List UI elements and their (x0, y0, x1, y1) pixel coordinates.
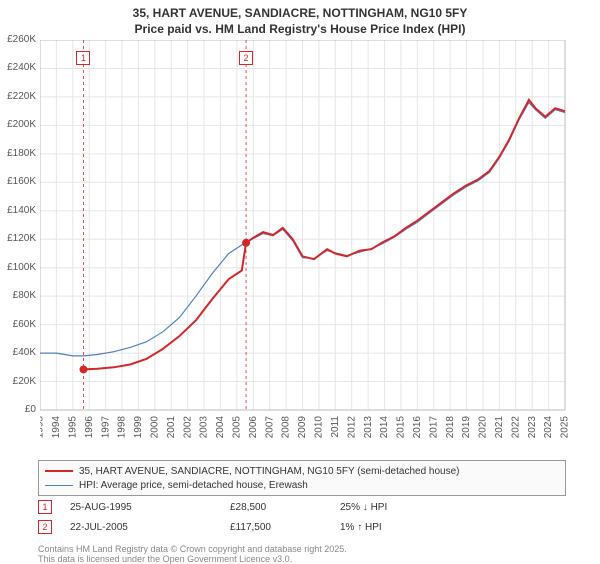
sale-diff-2: 1% ↑ HPI (340, 522, 382, 533)
chart-plot-svg: 1993 1994 1995 1996 1997 1998 1999 2000 2001 2002… (40, 40, 570, 440)
sale-marker-box-1: 1 (76, 51, 90, 65)
svg-text:2009: 2009 (297, 416, 308, 439)
sale-record-2: 2 22-JUL-2005 £117,500 1% ↑ HPI (38, 520, 566, 534)
sale-date-1: 25-AUG-1995 (70, 502, 230, 513)
footnote-line2: This data is licensed under the Open Gov… (38, 554, 292, 564)
y-tick-label: £220K (0, 91, 36, 102)
chart-legend: 35, HART AVENUE, SANDIACRE, NOTTINGHAM, … (38, 460, 566, 496)
svg-text:2001: 2001 (166, 416, 177, 439)
svg-text:2021: 2021 (494, 416, 505, 439)
svg-text:2012: 2012 (346, 416, 357, 439)
sale-marker-1: 1 (38, 500, 52, 514)
footnote-line1: Contains HM Land Registry data © Crown c… (38, 544, 347, 554)
y-tick-label: £100K (0, 262, 36, 273)
svg-text:2022: 2022 (510, 416, 521, 439)
svg-text:2019: 2019 (461, 416, 472, 439)
svg-text:2006: 2006 (248, 416, 259, 439)
svg-text:2018: 2018 (445, 416, 456, 439)
svg-text:2025: 2025 (560, 416, 570, 439)
svg-text:2008: 2008 (281, 416, 292, 439)
svg-text:2024: 2024 (543, 416, 554, 439)
sale-price-2: £117,500 (230, 522, 340, 533)
svg-text:2011: 2011 (330, 416, 341, 438)
legend-label-price-paid: 35, HART AVENUE, SANDIACRE, NOTTINGHAM, … (79, 466, 460, 477)
copyright-footnote: Contains HM Land Registry data © Crown c… (38, 544, 347, 564)
chart-title-address: 35, HART AVENUE, SANDIACRE, NOTTINGHAM, … (0, 6, 600, 20)
sale-marker-2: 2 (38, 520, 52, 534)
y-tick-label: £0 (0, 404, 36, 415)
svg-text:2003: 2003 (199, 416, 210, 439)
legend-row-price-paid: 35, HART AVENUE, SANDIACRE, NOTTINGHAM, … (45, 464, 559, 478)
svg-text:2005: 2005 (232, 416, 243, 439)
svg-text:1996: 1996 (84, 416, 95, 439)
y-tick-label: £80K (0, 290, 36, 301)
svg-text:2017: 2017 (428, 416, 439, 439)
svg-text:2007: 2007 (264, 416, 275, 439)
y-tick-label: £260K (0, 34, 36, 45)
y-tick-label: £240K (0, 62, 36, 73)
sale-price-1: £28,500 (230, 502, 340, 513)
svg-text:1999: 1999 (133, 416, 144, 439)
svg-text:1998: 1998 (117, 416, 128, 439)
svg-text:2010: 2010 (314, 416, 325, 439)
svg-text:2023: 2023 (527, 416, 538, 439)
y-tick-label: £180K (0, 148, 36, 159)
svg-text:2013: 2013 (363, 416, 374, 439)
svg-text:2002: 2002 (182, 416, 193, 439)
legend-swatch-hpi (45, 485, 73, 486)
sale-marker-box-2: 2 (239, 51, 253, 65)
y-tick-label: £120K (0, 233, 36, 244)
legend-swatch-price-paid (45, 470, 73, 472)
svg-text:2004: 2004 (215, 416, 226, 439)
y-tick-label: £60K (0, 319, 36, 330)
svg-text:2014: 2014 (379, 416, 390, 439)
svg-text:1997: 1997 (100, 416, 111, 439)
sale-diff-1: 25% ↓ HPI (340, 502, 387, 513)
svg-text:2015: 2015 (396, 416, 407, 439)
svg-text:1994: 1994 (51, 416, 62, 439)
svg-text:2016: 2016 (412, 416, 423, 439)
y-tick-label: £140K (0, 205, 36, 216)
chart-title-subtitle: Price paid vs. HM Land Registry's House … (0, 22, 600, 36)
svg-text:1993: 1993 (40, 416, 46, 439)
svg-text:2000: 2000 (149, 416, 160, 439)
house-price-chart-container: 35, HART AVENUE, SANDIACRE, NOTTINGHAM, … (0, 0, 600, 560)
legend-label-hpi: HPI: Average price, semi-detached house,… (79, 480, 308, 491)
sale-record-1: 1 25-AUG-1995 £28,500 25% ↓ HPI (38, 500, 566, 514)
sale-date-2: 22-JUL-2005 (70, 522, 230, 533)
y-tick-label: £40K (0, 347, 36, 358)
y-tick-label: £20K (0, 376, 36, 387)
y-tick-label: £200K (0, 119, 36, 130)
svg-text:2020: 2020 (478, 416, 489, 439)
svg-text:1995: 1995 (67, 416, 78, 439)
legend-row-hpi: HPI: Average price, semi-detached house,… (45, 478, 559, 492)
y-tick-label: £160K (0, 176, 36, 187)
